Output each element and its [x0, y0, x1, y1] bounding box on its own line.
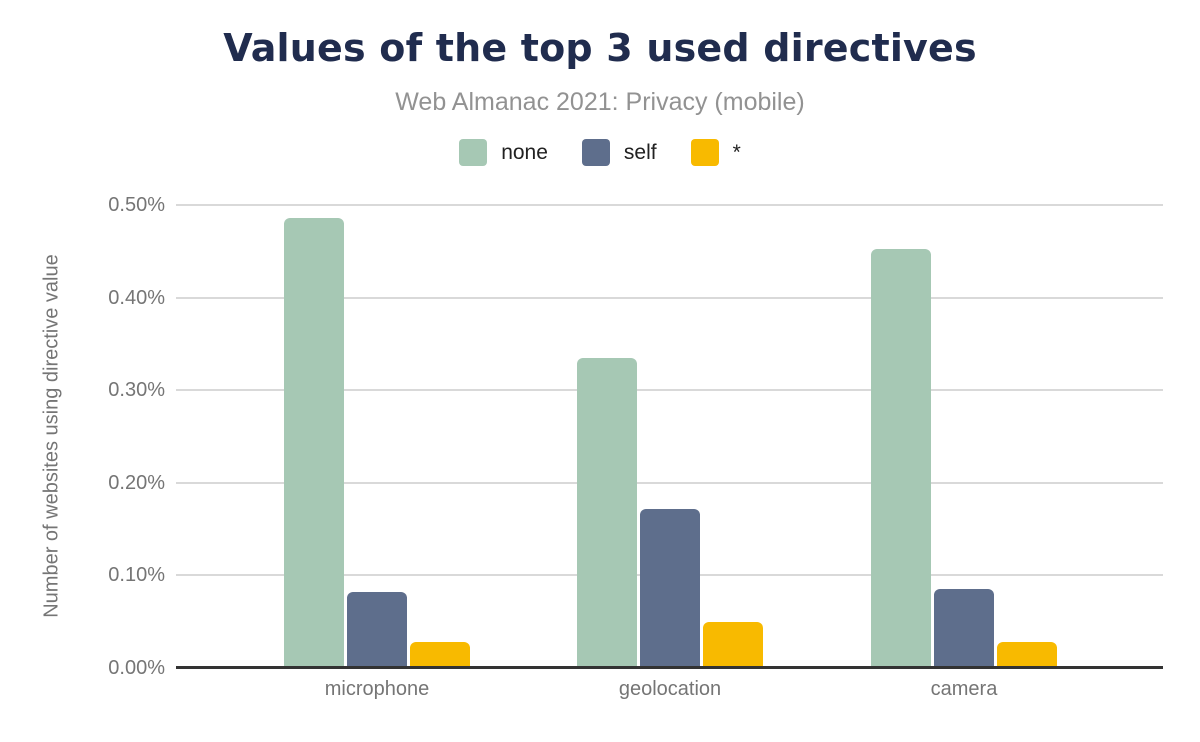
- y-axis-tick-labels: 0.00% 0.10% 0.20% 0.30% 0.40% 0.50%: [0, 195, 165, 678]
- gridline: [176, 389, 1163, 392]
- legend-swatch-icon: [690, 139, 719, 166]
- chart-title: Values of the top 3 used directives: [223, 26, 977, 70]
- x-axis-line: [176, 666, 1163, 669]
- gridline: [176, 296, 1163, 299]
- bar-group-camera: [871, 249, 1057, 668]
- bar-group-geolocation: [577, 358, 763, 668]
- legend-label: none: [501, 140, 548, 164]
- plot-area: [176, 204, 1163, 669]
- bar-group-microphone: [284, 218, 470, 668]
- x-axis-label: microphone: [324, 678, 430, 700]
- x-axis-labels: microphone geolocation camera: [176, 678, 1163, 708]
- legend-item: *: [690, 139, 741, 166]
- y-tick-label: 0.50%: [108, 194, 165, 216]
- legend-item: self: [581, 139, 657, 166]
- legend-label: *: [732, 140, 741, 164]
- gridline: [176, 204, 1163, 206]
- bar-camera-star: [997, 642, 1057, 668]
- x-axis-label: geolocation: [618, 678, 722, 700]
- bar-geolocation-self: [640, 509, 700, 668]
- gridline: [176, 481, 1163, 484]
- legend-swatch-icon: [459, 139, 488, 166]
- bar-microphone-self: [347, 592, 407, 668]
- y-tick-label: 0.30%: [108, 379, 165, 402]
- y-tick-label: 0.10%: [108, 564, 165, 587]
- bar-camera-none: [871, 249, 931, 668]
- x-axis-label: camera: [930, 678, 998, 700]
- chart-subtitle: Web Almanac 2021: Privacy (mobile): [395, 88, 805, 116]
- bar-camera-self: [934, 589, 994, 668]
- bar-geolocation-none: [577, 358, 637, 668]
- y-tick-label: 0.40%: [108, 286, 165, 309]
- legend-item: none: [459, 139, 548, 166]
- legend-swatch-icon: [581, 139, 610, 166]
- y-tick-label: 0.20%: [108, 471, 165, 494]
- y-tick-label: 0.00%: [108, 657, 165, 679]
- legend-label: self: [623, 140, 657, 164]
- bar-microphone-star: [410, 642, 470, 668]
- bar-geolocation-star: [703, 622, 763, 668]
- legend: none self *: [0, 139, 1200, 166]
- bar-microphone-none: [284, 218, 344, 668]
